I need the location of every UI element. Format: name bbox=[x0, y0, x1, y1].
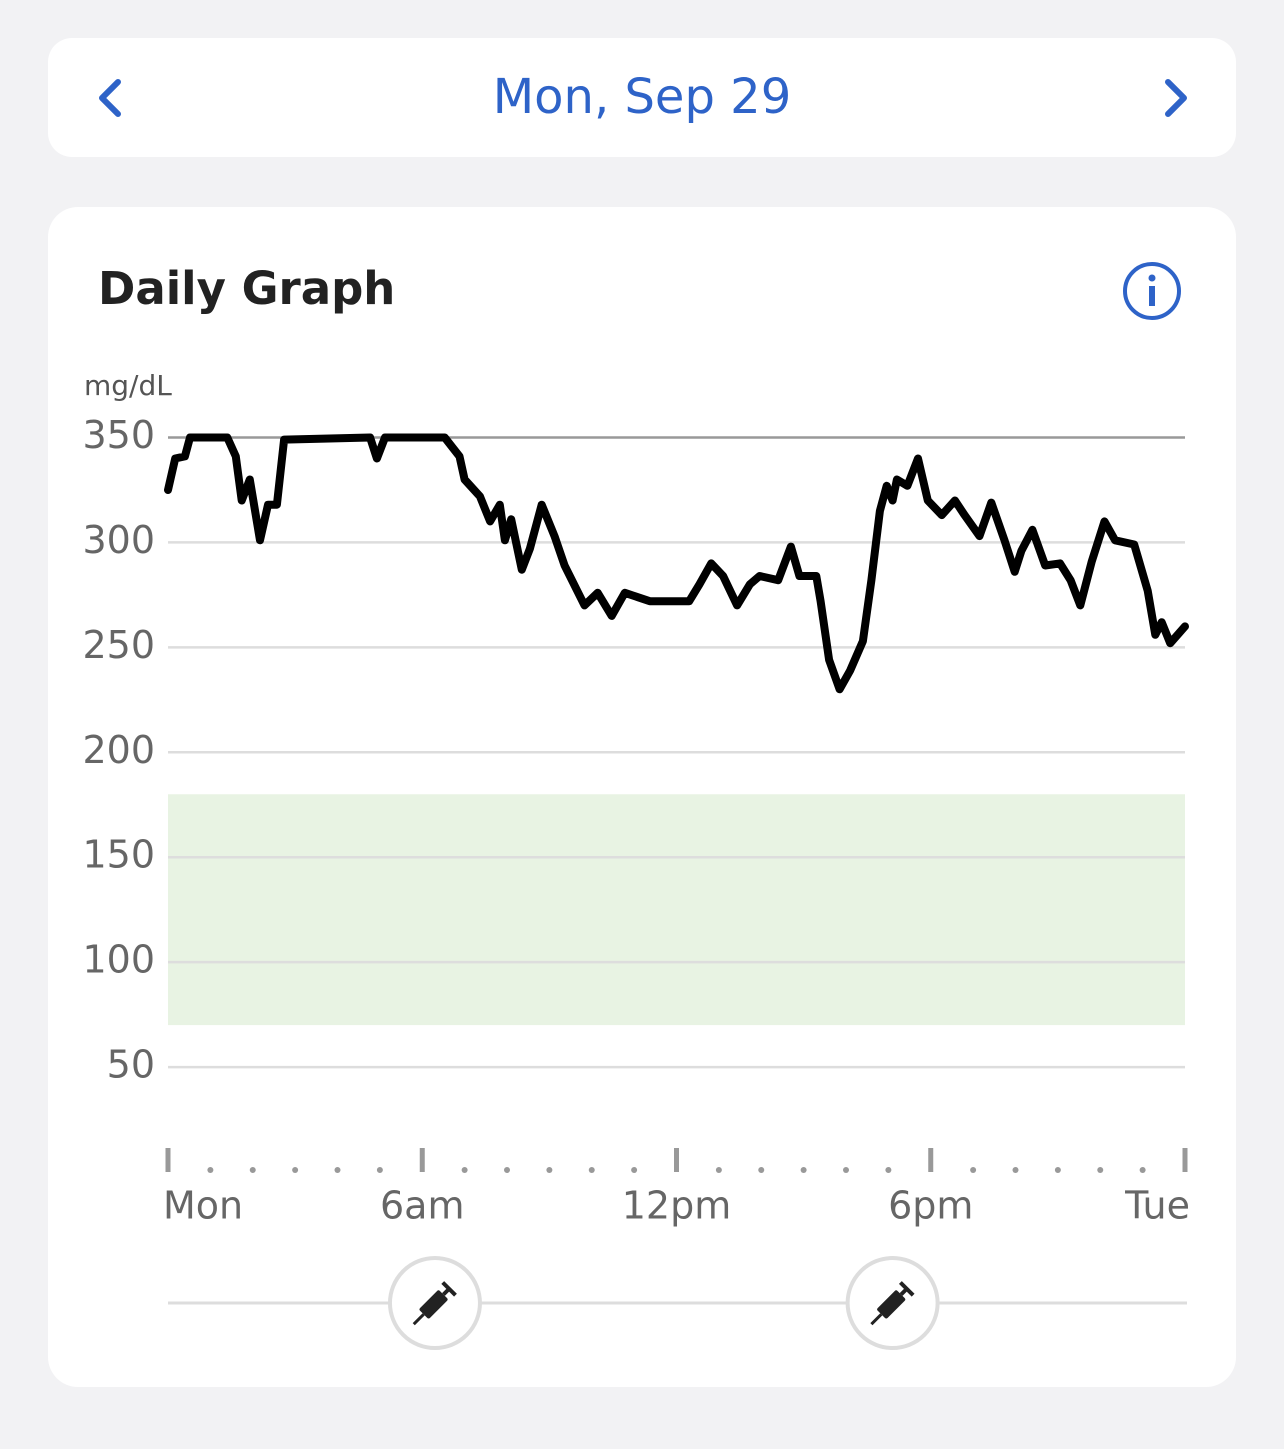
y-tick-label: 50 bbox=[107, 1043, 155, 1087]
info-dot bbox=[1148, 274, 1156, 282]
x-tick-label: 12pm bbox=[622, 1184, 732, 1228]
x-tick-label: Mon bbox=[163, 1184, 243, 1228]
x-minor-tick bbox=[1054, 1167, 1061, 1173]
syringe-part bbox=[412, 1313, 425, 1326]
syringe-icon bbox=[412, 1281, 457, 1326]
x-minor-tick bbox=[292, 1167, 299, 1173]
date-title: Mon, Sep 29 bbox=[493, 69, 792, 125]
x-minor-tick bbox=[504, 1167, 510, 1173]
info-button[interactable] bbox=[1123, 262, 1181, 320]
y-tick-label: 250 bbox=[82, 623, 155, 667]
syringe-part bbox=[898, 1281, 915, 1297]
info-stem bbox=[1149, 286, 1155, 306]
y-tick-label: 200 bbox=[82, 728, 155, 772]
x-minor-tick bbox=[1097, 1167, 1104, 1173]
syringe-part bbox=[419, 1290, 448, 1319]
x-minor-tick bbox=[249, 1167, 256, 1173]
x-minor-tick bbox=[715, 1167, 722, 1173]
syringe-part bbox=[870, 1313, 883, 1326]
y-tick-label: 100 bbox=[82, 938, 155, 982]
plot: 50 100 150 200 250 300 350 Mon 6am 12pm 6pm Tue bbox=[82, 413, 1190, 1350]
prev-button[interactable] bbox=[99, 79, 121, 117]
x-tick-label: Tue bbox=[1124, 1184, 1190, 1228]
x-minor-tick bbox=[970, 1167, 977, 1173]
x-minor-tick bbox=[758, 1167, 765, 1173]
date-bar bbox=[48, 38, 1236, 157]
next-button[interactable] bbox=[1165, 79, 1187, 117]
x-minor-tick bbox=[885, 1167, 892, 1173]
x-minor-tick bbox=[1012, 1167, 1019, 1173]
x-minor-tick bbox=[546, 1167, 553, 1173]
x-minor-tick bbox=[800, 1167, 807, 1173]
y-tick-label: 150 bbox=[82, 833, 155, 877]
target-range bbox=[168, 794, 1185, 1026]
x-minor-tick bbox=[207, 1167, 214, 1173]
info-circle bbox=[1123, 262, 1181, 320]
syringe-part bbox=[441, 1281, 457, 1297]
y-tick-label: 300 bbox=[82, 518, 155, 562]
x-minor-tick bbox=[843, 1167, 849, 1173]
y-axis-label: mg/dL bbox=[84, 369, 172, 402]
x-tick-label: 6pm bbox=[888, 1184, 973, 1228]
x-tick-label: 6am bbox=[380, 1184, 464, 1228]
x-minor-tick bbox=[334, 1167, 341, 1173]
glucose-line bbox=[164, 433, 1189, 694]
x-minor-tick bbox=[376, 1167, 383, 1173]
x-minor-tick bbox=[1139, 1167, 1146, 1173]
syringe-part bbox=[877, 1290, 906, 1319]
card-title: Daily Graph bbox=[98, 262, 395, 315]
x-minor-tick bbox=[461, 1167, 468, 1173]
x-minor-tick bbox=[588, 1167, 595, 1173]
x-minor-tick bbox=[631, 1167, 638, 1173]
y-tick-label: 350 bbox=[82, 413, 155, 457]
syringe-icon bbox=[870, 1281, 915, 1326]
